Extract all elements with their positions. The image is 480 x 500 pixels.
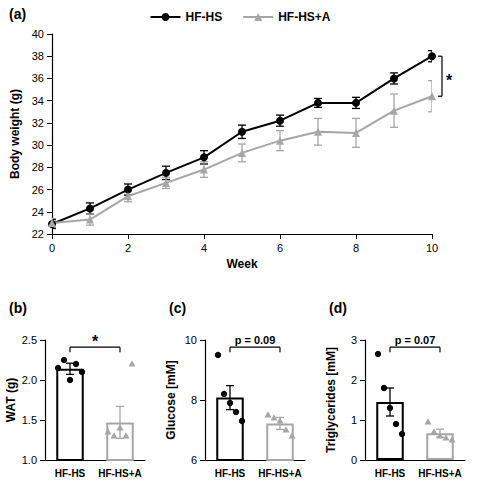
svg-text:(b): (b) (9, 300, 27, 316)
svg-text:2: 2 (125, 242, 131, 254)
svg-text:22: 22 (32, 228, 44, 240)
svg-text:HF-HS: HF-HS (186, 10, 223, 24)
svg-text:2.0: 2.0 (22, 374, 37, 386)
svg-text:HF-HS: HF-HS (55, 468, 86, 479)
svg-text:0: 0 (351, 454, 357, 466)
svg-text:40: 40 (32, 28, 44, 40)
svg-text:(a): (a) (9, 6, 26, 22)
svg-text:HF-HS: HF-HS (375, 468, 406, 479)
svg-text:HF-HS: HF-HS (215, 468, 246, 479)
svg-text:8: 8 (353, 242, 359, 254)
svg-text:26: 26 (32, 184, 44, 196)
svg-text:*: * (446, 72, 453, 89)
svg-text:HF-HS+A: HF-HS+A (418, 468, 462, 479)
svg-text:4: 4 (201, 242, 207, 254)
svg-text:10: 10 (185, 334, 197, 346)
svg-text:HF-HS+A: HF-HS+A (278, 10, 331, 24)
svg-text:34: 34 (32, 95, 44, 107)
svg-text:38: 38 (32, 50, 44, 62)
svg-text:Body weight (g): Body weight (g) (8, 89, 22, 179)
svg-text:30: 30 (32, 139, 44, 151)
svg-text:(c): (c) (169, 300, 186, 316)
svg-text:1.5: 1.5 (22, 414, 37, 426)
svg-text:32: 32 (32, 117, 44, 129)
svg-text:p = 0.09: p = 0.09 (235, 334, 276, 346)
svg-text:6: 6 (277, 242, 283, 254)
svg-text:36: 36 (32, 72, 44, 84)
svg-text:Triglycerides [mM]: Triglycerides [mM] (324, 347, 338, 453)
svg-text:3: 3 (351, 334, 357, 346)
svg-text:10: 10 (426, 242, 438, 254)
svg-text:6: 6 (191, 454, 197, 466)
svg-text:(d): (d) (329, 300, 347, 316)
svg-text:2.5: 2.5 (22, 334, 37, 346)
svg-text:HF-HS+A: HF-HS+A (98, 468, 142, 479)
svg-text:0: 0 (49, 242, 55, 254)
svg-text:p = 0.07: p = 0.07 (395, 334, 436, 346)
svg-text:*: * (92, 333, 99, 350)
svg-text:HF-HS+A: HF-HS+A (258, 468, 302, 479)
svg-text:2: 2 (351, 374, 357, 386)
svg-text:Glucose [mM]: Glucose [mM] (164, 360, 178, 439)
svg-text:WAT (g): WAT (g) (4, 378, 18, 422)
svg-text:1.0: 1.0 (22, 454, 37, 466)
svg-text:28: 28 (32, 161, 44, 173)
svg-text:Week: Week (226, 257, 257, 271)
svg-text:8: 8 (191, 394, 197, 406)
svg-text:1: 1 (351, 414, 357, 426)
svg-text:24: 24 (32, 206, 44, 218)
